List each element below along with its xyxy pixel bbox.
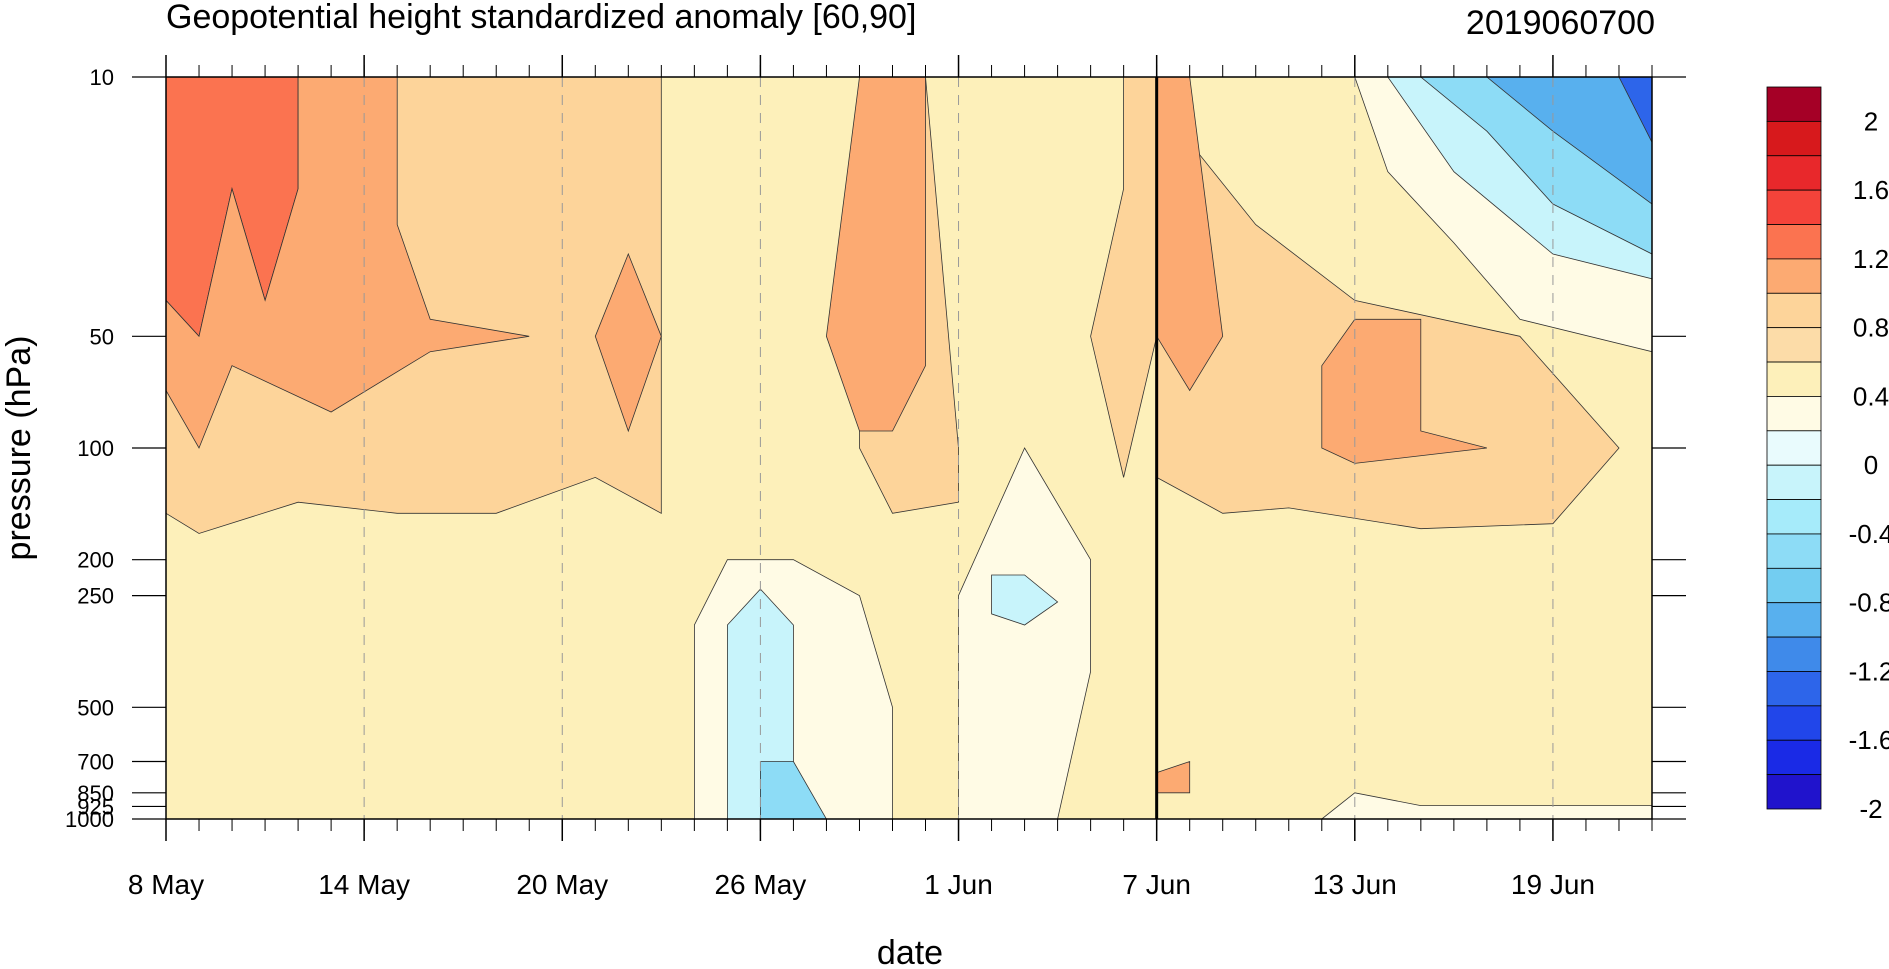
- colorbar-box: [1766, 774, 1822, 810]
- colorbar-box: [1766, 533, 1822, 569]
- colorbar-box: [1766, 224, 1822, 260]
- colorbar-box: [1766, 705, 1822, 741]
- x-tick-label: 26 May: [714, 869, 806, 900]
- colorbar-box: [1766, 430, 1822, 466]
- contour-regions: [166, 77, 1652, 819]
- y-tick-label: 700: [77, 750, 114, 775]
- colorbar-box: [1766, 739, 1822, 776]
- colorbar: 2 1.6 1.2 0.8 0.4 0 -0.4 -0.8 -1.2 -1.6 -2: [1766, 86, 1889, 824]
- contour-region: [1321, 792, 1652, 819]
- colorbar-box: [1766, 396, 1822, 432]
- x-tick-label: 1 Jun: [924, 869, 993, 900]
- colorbar-box: [1766, 361, 1822, 397]
- colorbar-box: [1766, 189, 1822, 225]
- chart-title: Geopotential height standardized anomaly…: [166, 0, 916, 36]
- colorbar-box: [1766, 155, 1822, 191]
- x-tick-label: 8 May: [128, 869, 204, 900]
- y-tick-label: 250: [77, 584, 114, 609]
- colorbar-box: [1766, 499, 1822, 535]
- y-tick-label: 850: [77, 781, 114, 806]
- colorbar-label: 0.4: [1853, 381, 1889, 411]
- contour-region: [1321, 318, 1487, 464]
- y-axis-label: pressure (hPa): [0, 336, 38, 561]
- colorbar-label: 0.8: [1853, 313, 1889, 343]
- colorbar-label: 0: [1864, 450, 1878, 480]
- x-axis: 8 May 14 May 20 May 26 May 1 Jun 7 Jun 13 Jun 1…: [128, 55, 1653, 900]
- contour-region: [991, 574, 1059, 626]
- colorbar-label: 1.2: [1853, 244, 1889, 274]
- y-tick-label: 100: [77, 436, 114, 461]
- colorbar-label: -2: [1859, 794, 1882, 824]
- colorbar-label: 2: [1864, 106, 1878, 136]
- contour-region: [166, 77, 530, 449]
- y-tick-label: 925: [77, 794, 114, 819]
- colorbar-label: -1.2: [1849, 656, 1889, 686]
- contour-region: [1486, 77, 1652, 205]
- y-tick-label: 200: [77, 548, 114, 573]
- contour-region: [1618, 77, 1652, 143]
- colorbar-box: [1766, 258, 1822, 294]
- colorbar-label: -0.4: [1849, 519, 1889, 549]
- colorbar-box: [1766, 567, 1822, 604]
- plot-area: 8 May 14 May 20 May 26 May 1 Jun 7 Jun 13 Jun 1…: [65, 55, 1686, 900]
- colorbar-box: [1766, 292, 1822, 329]
- x-tick-label: 13 Jun: [1313, 869, 1397, 900]
- colorbar-box: [1766, 86, 1822, 122]
- y-tick-label: 10: [90, 65, 114, 90]
- x-tick-label: 7 Jun: [1122, 869, 1191, 900]
- x-tick-label: 14 May: [318, 869, 410, 900]
- colorbar-box: [1766, 120, 1822, 157]
- colorbar-label: 1.6: [1853, 175, 1889, 205]
- colorbar-box: [1766, 602, 1822, 638]
- y-tick-label: 50: [90, 324, 114, 349]
- colorbar-box: [1766, 671, 1822, 707]
- y-tick-label: 1000: [65, 807, 114, 832]
- x-axis-label: date: [877, 934, 943, 969]
- contour-region: [594, 252, 662, 433]
- colorbar-box: [1766, 636, 1822, 672]
- chart-timestamp: 2019060700: [1466, 4, 1655, 42]
- x-tick-label: 19 Jun: [1511, 869, 1595, 900]
- colorbar-label: -0.8: [1849, 588, 1889, 618]
- colorbar-box: [1766, 464, 1822, 500]
- x-tick-label: 20 May: [516, 869, 608, 900]
- contour-region: [825, 77, 926, 432]
- contour-region: [958, 447, 1091, 819]
- colorbar-box: [1766, 327, 1822, 363]
- y-tick-label: 500: [77, 695, 114, 720]
- colorbar-label: -1.6: [1849, 725, 1889, 755]
